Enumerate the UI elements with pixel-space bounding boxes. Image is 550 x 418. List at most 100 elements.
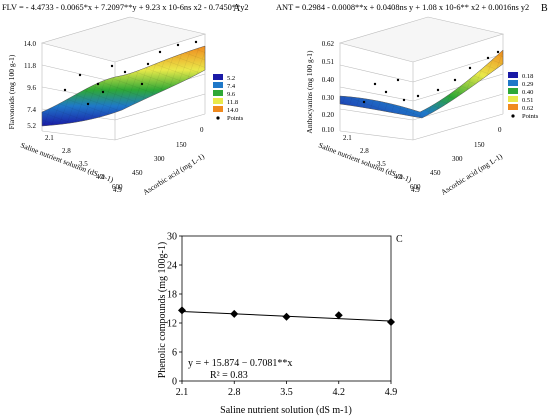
x-ticks-b: 0 150 300 450 600 [410,126,502,191]
equation-a: FLV = - 4.4733 - 0.0065*x + 7.2097**y + … [2,3,249,12]
legend-entry: Points [227,115,244,122]
legend-entry: Points [522,113,539,120]
z-label-a: Flavonoids (mg 100 g-1) [7,54,16,129]
fit-equation-c: y = + 15.874 − 0.7081**x [188,358,292,369]
point [416,94,420,98]
z-ticks-b: 0.62 0.51 0.40 0.30 0.20 0.10 [322,40,335,134]
point [110,64,114,68]
point [194,40,198,44]
point [96,82,100,86]
z-tick: 0.51 [322,58,335,66]
x-label-c: Saline nutrient solution (dS m-1) [220,405,352,416]
panel-label-b: B [541,3,548,14]
legend-swatch [213,98,223,104]
x-tick: 300 [154,155,165,163]
x-label-b: Ascorbic acid (mg L-1) [439,151,504,196]
legend-swatch [508,80,518,86]
legend-swatch [213,74,223,80]
point [486,56,490,60]
legend-swatch [508,104,518,110]
y-tick: 2.1 [343,134,352,142]
x-tick: 150 [474,141,485,149]
legend-entry: 14.0 [227,107,238,114]
z-tick: 0.20 [322,111,335,119]
point [101,90,105,94]
z-tick: 0.62 [322,40,335,48]
y-tick-label: 30 [167,232,177,243]
y-tick: 4.9 [113,186,122,194]
points-a [63,40,198,106]
points-b [362,50,500,104]
y-tick: 4.2 [96,173,105,181]
x-label-a: Ascorbic acid (mg L-1) [141,151,206,196]
equation-b: ANT = 0.2984 - 0.0008**x + 0.0408ns y + … [276,3,529,12]
y-tick: 2.8 [360,147,369,155]
legend-entry: 9.6 [227,91,236,98]
point [123,70,127,74]
z-tick: 0.30 [322,94,335,102]
y-tick-label: 0 [172,377,177,388]
panel-a: FLV = - 4.4733 - 0.0065*x + 7.2097**y + … [2,3,249,197]
panel-b: ANT = 0.2984 - 0.0008**x + 0.0408ns y + … [276,3,548,197]
z-tick: 9.6 [27,84,36,92]
y-axis-c: 0 6 12 18 24 30 [167,232,182,388]
legend-swatch [213,82,223,88]
point [78,73,82,77]
point [373,82,377,86]
x-tick-label: 3.5 [280,387,293,398]
r-squared-c: R² = 0.83 [210,370,248,381]
point [140,82,144,86]
panel-c: C 0 6 12 18 24 30 2.1 2.8 3.5 4.2 4.9 Phenolic co… [157,232,403,417]
x-tick: 450 [430,169,441,177]
panel-label-c: C [396,234,403,245]
legend-entry: 0.62 [522,105,533,112]
y-tick: 4.2 [394,173,403,181]
point [468,66,472,70]
point [496,50,500,54]
data-point-diamond [230,309,239,318]
legend-entry: 11.8 [227,99,238,106]
legend-swatch [508,96,518,102]
point [396,78,400,82]
data-point-diamond [282,312,291,321]
y-tick: 2.8 [62,147,71,155]
y-tick-label: 12 [167,319,177,330]
legend-entry: 0.51 [522,97,533,104]
z-tick: 14.0 [24,40,37,48]
point [453,78,457,82]
z-label-b: Anthocyanins (mg 100 g-1) [305,50,314,134]
x-axis-c: 2.1 2.8 3.5 4.2 4.9 [176,381,397,398]
x-tick: 0 [498,126,502,134]
legend-swatch [508,72,518,78]
x-tick-label: 2.1 [176,387,189,398]
x-tick: 600 [410,183,421,191]
legend-a: 5.2 7.4 9.6 11.8 14.0 Points [213,74,244,122]
legend-swatch [508,88,518,94]
z-tick: 11.8 [24,62,36,70]
legend-entry: 7.4 [227,83,236,90]
x-tick: 0 [200,126,204,134]
legend-entry: 0.18 [522,73,533,80]
legend-points-marker [511,114,515,118]
point [384,90,388,94]
legend-entry: 0.40 [522,89,533,96]
z-tick: 7.4 [27,106,36,114]
z-ticks-a: 14.0 11.8 9.6 7.4 5.2 [24,40,37,130]
data-point-diamond [178,306,186,315]
panel-label-a: A [233,3,241,14]
point [402,98,406,102]
point [436,88,440,92]
y-ticks-b: 2.1 2.8 3.5 4.2 4.9 [343,134,420,194]
legend-swatch [213,106,223,112]
legend-entry: 5.2 [227,75,235,82]
y-tick-label: 6 [172,348,177,359]
data-point-diamond [387,318,395,327]
x-tick-label: 2.8 [228,387,241,398]
surface-b [339,49,504,119]
z-tick: 0.10 [322,126,335,134]
point [362,100,366,104]
y-ticks-a: 2.1 2.8 3.5 4.2 4.9 [45,134,122,194]
x-tick-label: 4.2 [333,387,346,398]
x-tick: 150 [176,141,187,149]
